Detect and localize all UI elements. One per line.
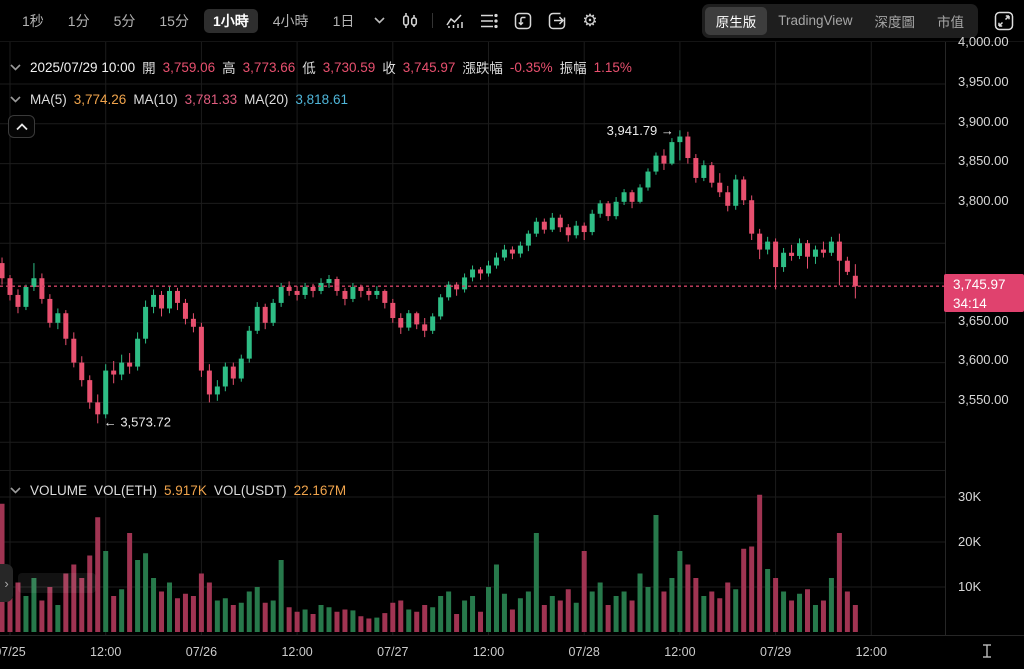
collapse-ohlc-chevron-icon[interactable] <box>10 63 21 71</box>
volume-title: VOLUME <box>30 483 88 498</box>
volume-tick-label: 10K <box>958 579 982 594</box>
interval-button[interactable]: 15分 <box>159 12 189 29</box>
ma20-label: MA(20) <box>244 92 289 107</box>
fullscreen-expand-icon[interactable] <box>994 11 1014 31</box>
vol-eth-label: VOL(ETH) <box>94 483 158 498</box>
ma20-value: 3,818.61 <box>295 92 348 107</box>
high-value: 3,773.66 <box>242 59 296 75</box>
interval-button[interactable]: 1日 <box>332 12 355 29</box>
close-label: 收 <box>382 61 396 76</box>
vol-usdt-label: VOL(USDT) <box>213 483 287 498</box>
time-axis-settings-icon[interactable] <box>980 643 994 664</box>
low-value: 3,730.59 <box>322 59 376 75</box>
vol-eth-value: 5.917K <box>164 483 207 498</box>
time-tick-label: 12:00 <box>855 645 887 659</box>
pane-divider[interactable] <box>0 470 1024 471</box>
volume-legend-row: VOLUME VOL(ETH) 5.917K VOL(USDT) 22.167M <box>10 483 346 498</box>
expand-drawer-handle[interactable]: › <box>0 564 13 602</box>
collapse-volume-chevron-icon[interactable] <box>10 487 21 494</box>
time-axis[interactable]: 07/25 12:00 07/26 12:00 07/27 12:00 07/28 12:00… <box>0 635 1024 669</box>
ma10-value: 3,781.33 <box>184 92 238 107</box>
interval-buttons: 1秒 1分 5分 15分 1小時 4小時 1日 <box>10 8 366 33</box>
price-tick-label: 3,950.00 <box>958 73 1009 89</box>
collapse-pane-button[interactable] <box>8 115 35 138</box>
inactive-tooltip-box <box>18 573 96 593</box>
export-chart-icon[interactable] <box>548 12 566 30</box>
amplitude-value: 1.15% <box>593 59 632 75</box>
indicator-chart-icon[interactable] <box>446 12 464 30</box>
low-label: 低 <box>302 61 316 76</box>
interval-dropdown-chevron-icon[interactable] <box>374 17 385 24</box>
price-axis[interactable]: 4,000.00 3,950.00 3,900.00 3,850.00 3,800.00… <box>945 34 1024 635</box>
interval-button[interactable]: 1秒 <box>22 12 44 29</box>
time-tick-label: 12:00 <box>281 645 313 659</box>
toolbar-separator <box>432 13 434 28</box>
time-tick-label: 12:00 <box>664 645 696 659</box>
open-label: 開 <box>142 61 156 76</box>
current-price-badge[interactable]: 3,745.97 34:14 <box>944 274 1024 312</box>
svg-text:3,941.79 →: 3,941.79 → <box>607 123 674 138</box>
price-tick-label: 3,800.00 <box>958 193 1009 209</box>
ma5-label: MA(5) <box>30 92 67 107</box>
vol-usdt-value: 22.167M <box>293 483 347 498</box>
current-price-value: 3,745.97 <box>953 277 1006 292</box>
time-tick-label: 07/29 <box>759 645 792 659</box>
change-label: 漲跌幅 <box>462 61 503 76</box>
ma10-label: MA(10) <box>133 92 178 107</box>
time-tick-label: 07/26 <box>185 645 218 659</box>
ma5-value: 3,774.26 <box>73 92 127 107</box>
volume-tick-label: 30K <box>958 489 982 504</box>
volume-tick-label: 20K <box>958 534 982 549</box>
indicator-window-icon[interactable] <box>514 12 532 30</box>
price-tick-label: 4,000.00 <box>958 34 1009 49</box>
candle-timestamp: 2025/07/29 10:00 <box>30 59 136 75</box>
time-tick-label: 07/27 <box>377 645 409 659</box>
indicator-list-icon[interactable] <box>480 13 499 29</box>
view-tab[interactable]: 深度圖 <box>874 14 916 30</box>
change-value: -0.35% <box>509 59 553 75</box>
high-label: 高 <box>222 61 236 76</box>
settings-gear-icon[interactable]: ⚙ <box>582 11 598 30</box>
price-tick-label: 3,900.00 <box>958 113 1009 129</box>
svg-text:← 3,573.72: ← 3,573.72 <box>104 414 171 429</box>
view-tab[interactable]: 原生版 <box>704 6 768 35</box>
view-switcher: 原生版 TradingView 深度圖 市值 <box>701 3 1014 38</box>
ma-row: MA(5) 3,774.26 MA(10) 3,781.33 MA(20) 3,… <box>10 92 348 107</box>
interval-button[interactable]: 5分 <box>113 12 136 29</box>
amplitude-label: 振幅 <box>559 61 587 76</box>
close-value: 3,745.97 <box>402 59 456 75</box>
candlestick-chart-canvas[interactable]: 3,941.79 → ← 3,573.72 <box>0 42 945 635</box>
candle-countdown: 34:14 <box>953 295 987 311</box>
interval-toolbar: 1秒 1分 5分 15分 1小時 4小時 1日 <box>10 8 606 33</box>
collapse-ma-chevron-icon[interactable] <box>10 96 21 103</box>
interval-button[interactable]: 4小時 <box>272 12 309 29</box>
view-tab[interactable]: TradingView <box>778 13 853 28</box>
price-tick-label: 3,650.00 <box>958 312 1009 328</box>
interval-button[interactable]: 1小時 <box>203 8 258 33</box>
open-value: 3,759.06 <box>162 59 216 75</box>
candle-style-icon[interactable] <box>401 12 419 30</box>
time-tick-label: 12:00 <box>472 645 505 659</box>
price-tick-label: 3,600.00 <box>958 352 1009 368</box>
time-tick-label: 12:00 <box>90 645 122 659</box>
top-toolbar: 1秒 1分 5分 15分 1小時 4小時 1日 <box>0 0 1024 42</box>
ohlc-row: 2025/07/29 10:00 開 3,759.06 高 3,773.66 低… <box>10 57 632 77</box>
time-tick-label: 07/25 <box>0 645 26 659</box>
time-tick-label: 07/28 <box>568 645 600 659</box>
view-tab[interactable]: 市值 <box>937 14 964 30</box>
price-tick-label: 3,850.00 <box>958 153 1009 169</box>
interval-button[interactable]: 1分 <box>67 12 90 29</box>
price-tick-label: 3,550.00 <box>958 392 1009 408</box>
view-tab-group: 原生版 TradingView 深度圖 市值 <box>701 3 978 38</box>
